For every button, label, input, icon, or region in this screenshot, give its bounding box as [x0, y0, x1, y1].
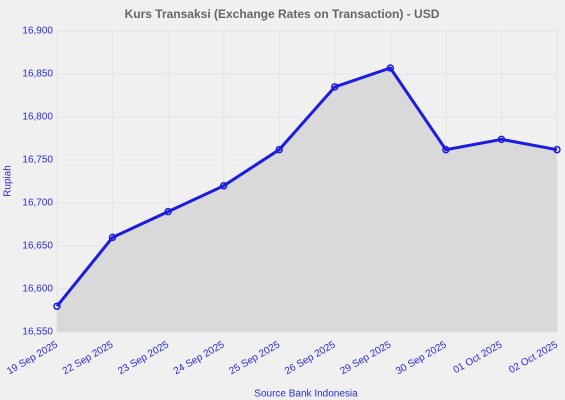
point-marker [386, 64, 395, 72]
chart-title: Kurs Transaksi (Exchange Rates on Transa… [125, 7, 440, 21]
x-tick-label: 29 Sep 2025 [339, 339, 394, 377]
x-tick-label: 24 Sep 2025 [172, 339, 227, 377]
y-axis-label: Rupiah [3, 165, 14, 197]
y-tick-label: 16,550 [22, 327, 53, 338]
area-fill [57, 67, 557, 332]
point-marker [108, 233, 117, 242]
y-tick-label: 16,600 [22, 284, 53, 295]
point-marker [219, 182, 228, 190]
point-marker [164, 207, 172, 216]
x-tick-label: 01 Oct 2025 [452, 339, 505, 376]
x-tick-label: 22 Sep 2025 [61, 339, 116, 377]
point-marker [442, 145, 450, 154]
x-tick-label: 30 Sep 2025 [394, 339, 449, 377]
line [55, 66, 558, 308]
x-tick-label: 02 Oct 2025 [507, 339, 560, 376]
y-tick-label: 16,850 [22, 69, 53, 80]
y-tick-label: 16,650 [22, 241, 53, 252]
x-tick-label: 23 Sep 2025 [116, 339, 171, 377]
x-tick-label: 25 Sep 2025 [227, 339, 282, 377]
point-marker [553, 145, 561, 154]
y-tick-label: 16,900 [22, 26, 53, 37]
point-marker [497, 135, 506, 144]
x-tick-label: 26 Sep 2025 [283, 339, 338, 377]
y-tick-label: 16,750 [22, 155, 53, 166]
x-tick-label: 19 Sep 2025 [5, 339, 60, 377]
point-marker [331, 83, 339, 91]
y-tick-label: 16,700 [22, 198, 53, 209]
y-tick-label: 16,800 [22, 112, 53, 123]
point-marker [53, 302, 61, 310]
source-label: Source Bank Indonesia [254, 389, 358, 400]
point-marker [275, 145, 283, 154]
